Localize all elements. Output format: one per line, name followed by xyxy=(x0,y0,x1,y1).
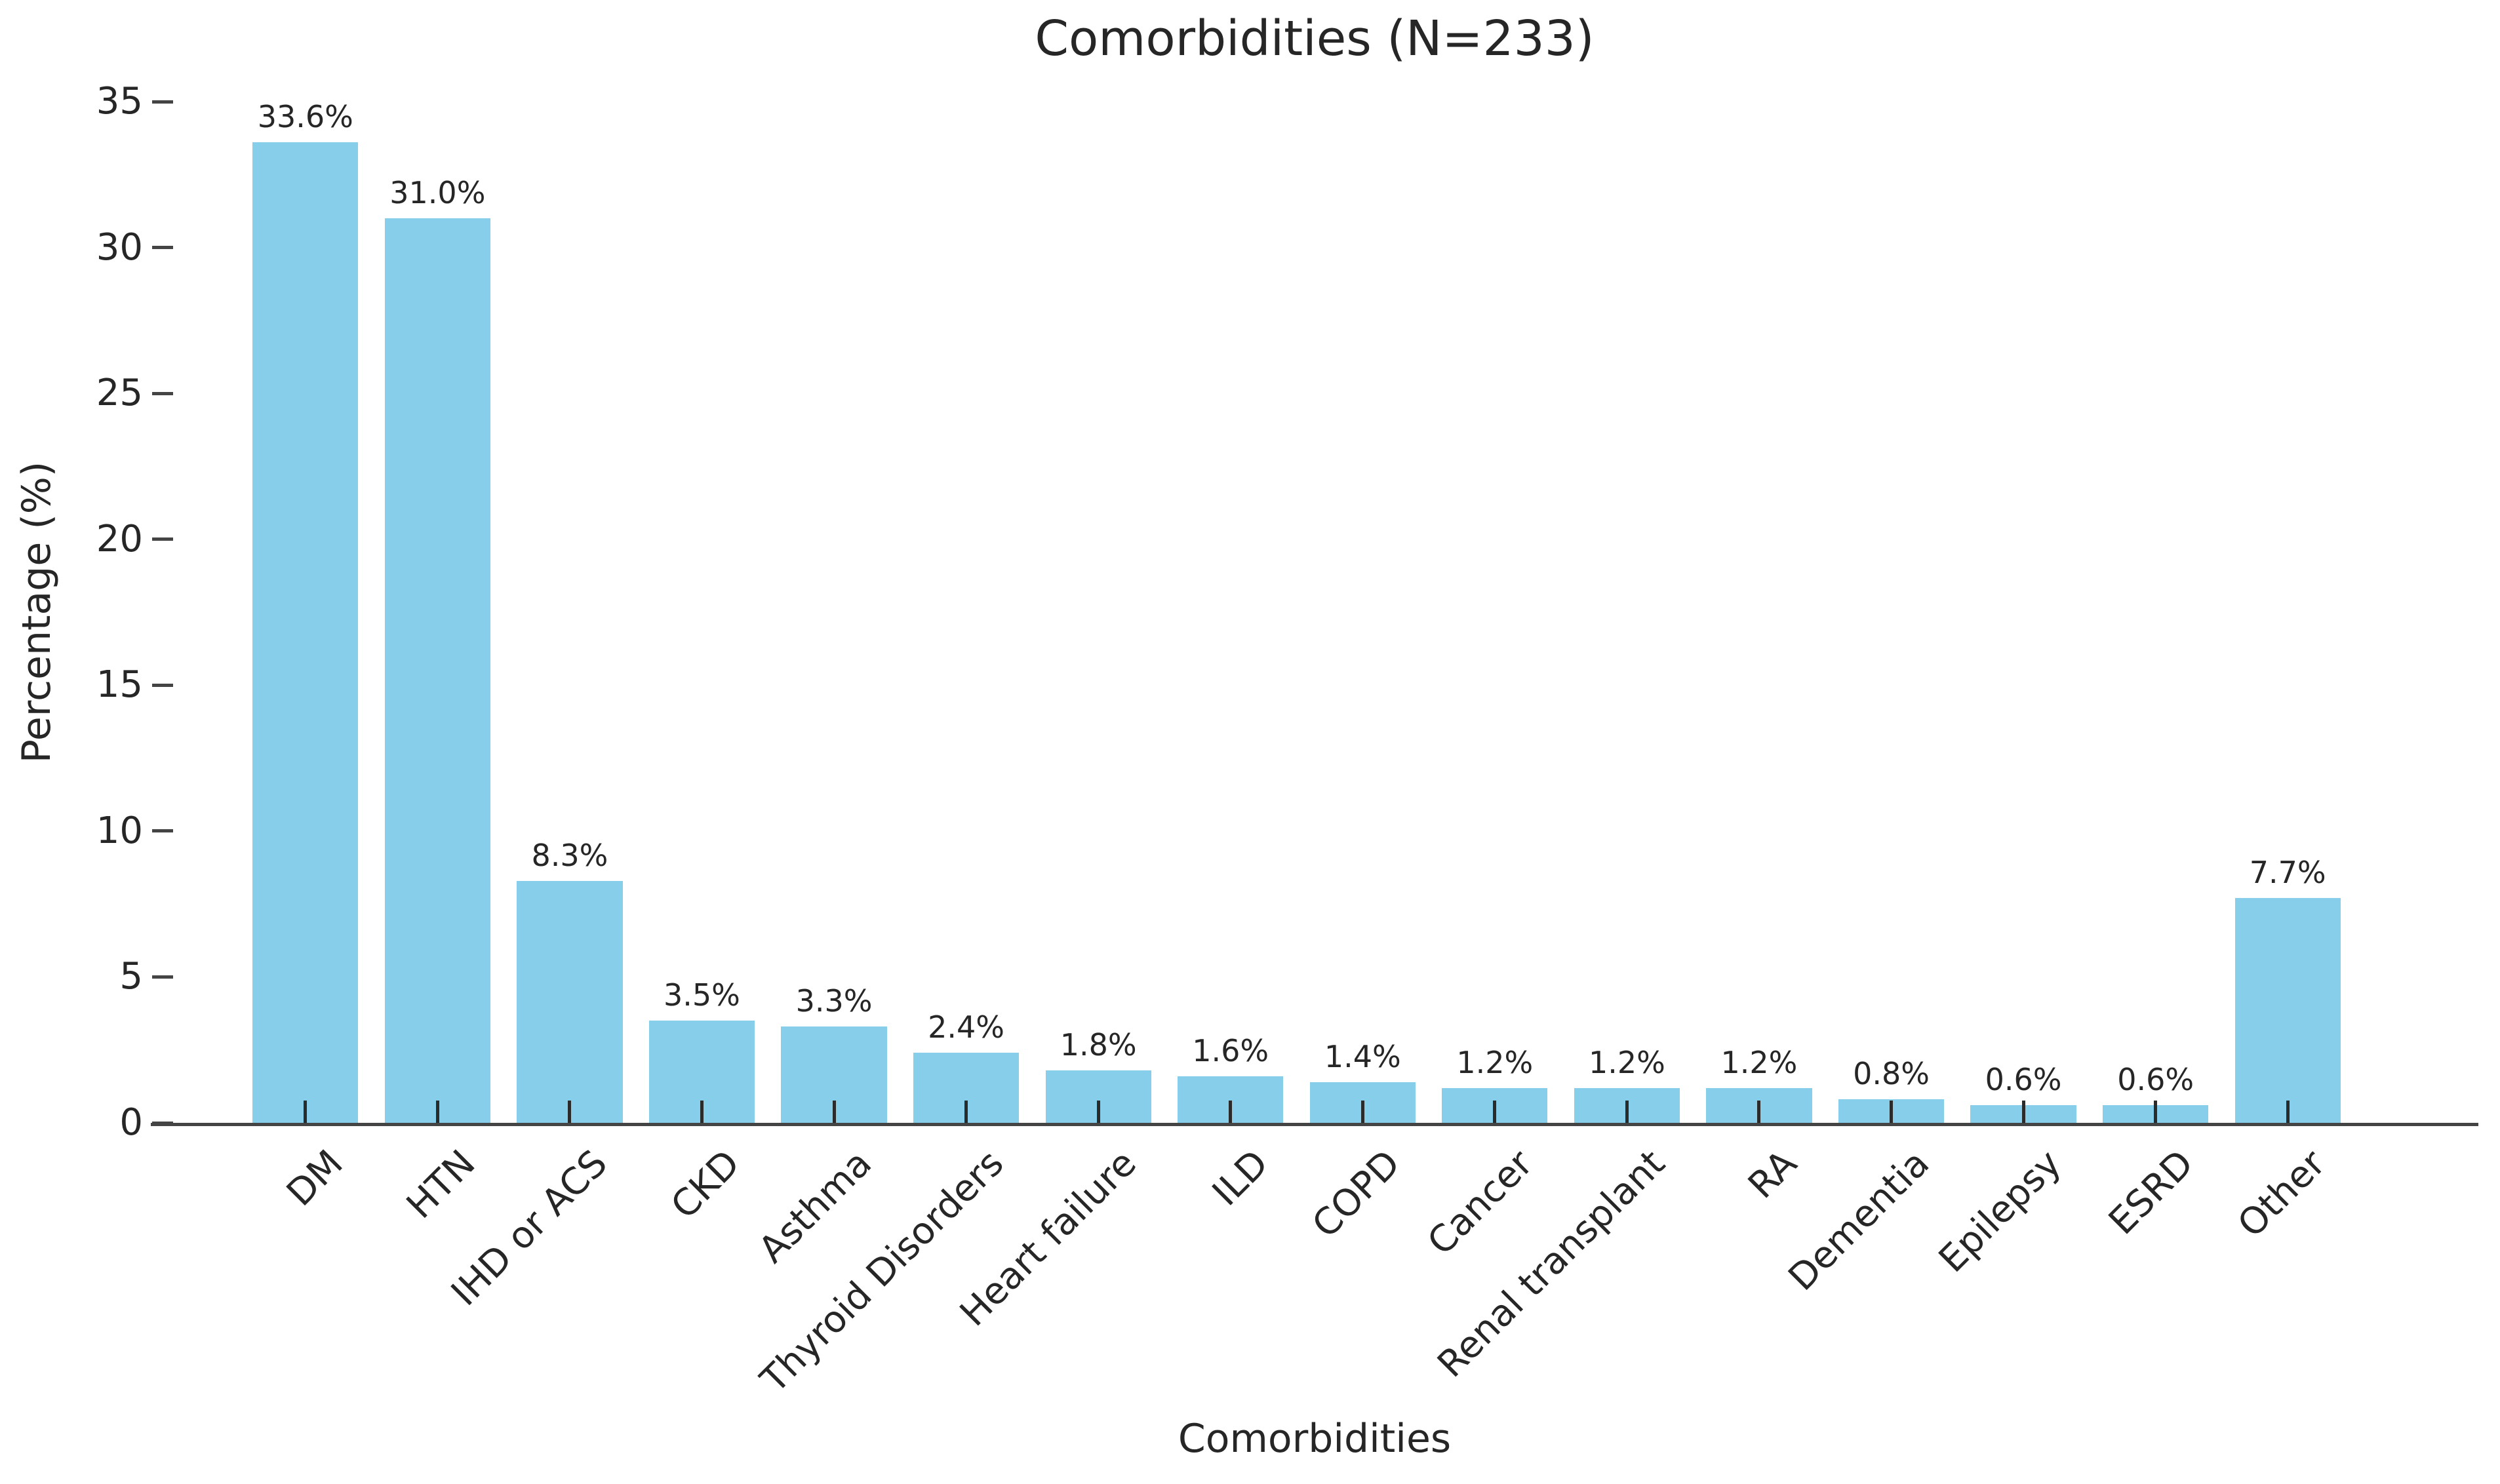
x-tick-mark xyxy=(2154,1101,2158,1123)
x-tick-mark xyxy=(1625,1101,1629,1123)
y-tick-label: 15 xyxy=(96,663,143,707)
y-axis-label: Percentage (%) xyxy=(14,461,60,764)
bar-value-label: 1.6% xyxy=(1192,1032,1269,1068)
bar-value-label: 7.7% xyxy=(2249,855,2326,891)
x-category-label: Dementia xyxy=(1780,1142,1937,1299)
x-tick-mark xyxy=(2286,1101,2290,1123)
y-tick-label: 25 xyxy=(96,372,143,415)
y-tick-label: 30 xyxy=(96,225,143,269)
bar-value-label: 8.3% xyxy=(531,837,608,873)
x-tick-mark xyxy=(1229,1101,1233,1123)
x-tick-mark xyxy=(700,1101,704,1123)
chart-title: Comorbidities (N=233) xyxy=(1035,10,1595,67)
x-tick-mark xyxy=(1360,1101,1364,1123)
bar-value-label: 1.8% xyxy=(1060,1026,1137,1063)
bar-htn xyxy=(384,218,490,1123)
bar-value-label: 1.2% xyxy=(1588,1044,1665,1080)
y-tick-label: 35 xyxy=(96,80,143,123)
x-category-label: DM xyxy=(279,1142,352,1215)
bar-value-label: 1.2% xyxy=(1720,1044,1798,1080)
y-tick-label: 0 xyxy=(119,1101,143,1144)
x-tick-mark xyxy=(832,1101,836,1123)
bar-value-label: 2.4% xyxy=(928,1009,1005,1045)
x-category-label: RA xyxy=(1740,1142,1806,1207)
bar-value-label: 0.8% xyxy=(1853,1056,1930,1092)
y-tick-label: 20 xyxy=(96,517,143,560)
bar-value-label: 33.6% xyxy=(257,99,353,135)
bar-other xyxy=(2234,898,2341,1123)
x-tick-mark xyxy=(964,1101,968,1123)
x-category-label: CKD xyxy=(662,1142,748,1228)
x-category-label: Renal transplant xyxy=(1429,1142,1673,1386)
x-category-label: Asthma xyxy=(751,1142,881,1272)
x-category-label: Other xyxy=(2230,1142,2334,1246)
x-axis-line xyxy=(151,1123,2478,1126)
bar-value-label: 3.5% xyxy=(664,977,740,1013)
y-tick-mark xyxy=(152,537,173,541)
y-tick-mark xyxy=(152,1121,173,1125)
x-tick-mark xyxy=(1096,1101,1100,1123)
y-tick-mark xyxy=(152,391,173,395)
y-tick-label: 5 xyxy=(119,955,143,998)
bar-value-label: 1.2% xyxy=(1456,1044,1534,1080)
x-axis-label: Comorbidities xyxy=(1178,1416,1452,1462)
y-tick-label: 10 xyxy=(96,809,143,852)
bar-value-label: 1.4% xyxy=(1324,1038,1401,1074)
x-category-label: Thyroid Disorders xyxy=(753,1142,1012,1401)
bar-ihd-or-acs xyxy=(517,880,623,1123)
x-category-label: HTN xyxy=(399,1142,484,1227)
x-tick-mark xyxy=(1493,1101,1497,1123)
y-tick-mark xyxy=(152,683,173,687)
x-category-label: Epilepsy xyxy=(1930,1142,2070,1281)
x-tick-mark xyxy=(1890,1101,1894,1123)
y-tick-mark xyxy=(152,100,173,104)
x-tick-mark xyxy=(1757,1101,1761,1123)
x-tick-mark xyxy=(2021,1101,2025,1123)
x-category-label: ESRD xyxy=(2100,1142,2202,1243)
x-category-label: ILD xyxy=(1204,1142,1277,1215)
x-category-label: Cancer xyxy=(1419,1142,1541,1264)
y-tick-mark xyxy=(152,829,173,833)
bar-value-label: 3.3% xyxy=(795,983,873,1019)
y-tick-mark xyxy=(152,975,173,979)
bar-value-label: 31.0% xyxy=(389,175,486,211)
bar-value-label: 0.6% xyxy=(2117,1062,2194,1098)
x-tick-mark xyxy=(568,1101,572,1123)
x-category-label: COPD xyxy=(1304,1142,1409,1247)
y-tick-mark xyxy=(152,246,173,250)
x-tick-mark xyxy=(435,1101,439,1123)
bar-dm xyxy=(252,142,359,1123)
bar-value-label: 0.6% xyxy=(1985,1062,2062,1098)
x-tick-mark xyxy=(304,1101,308,1123)
